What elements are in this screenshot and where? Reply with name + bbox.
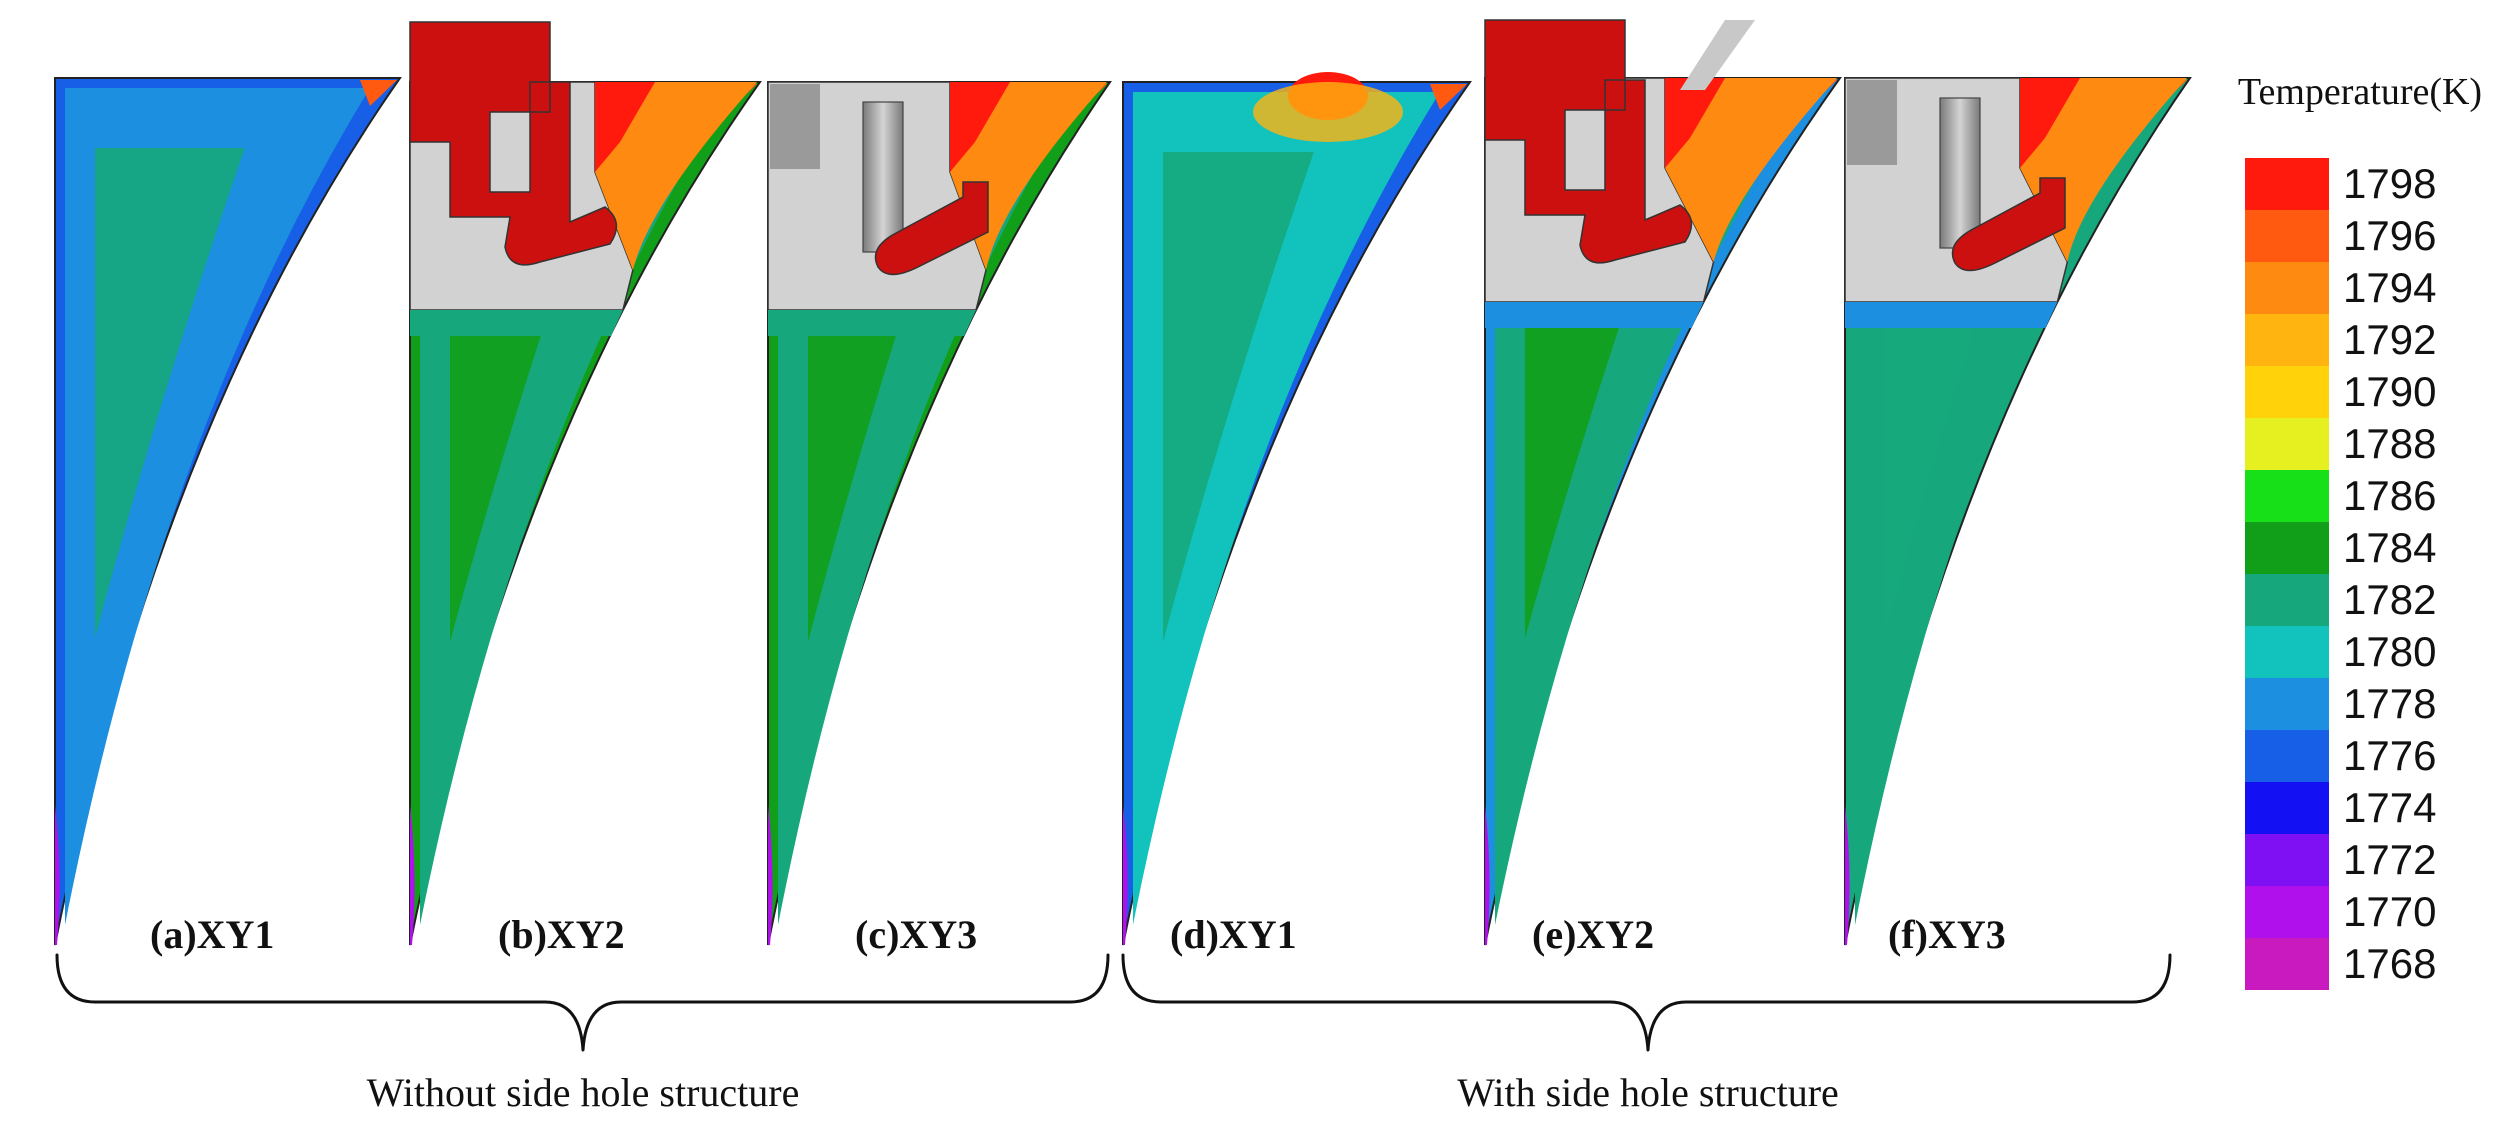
transition-band	[768, 310, 977, 336]
colorbar-tick-label: 1776	[2343, 732, 2436, 779]
cold-streak	[410, 805, 415, 945]
colorbar-swatch-1768	[2245, 938, 2329, 990]
colorbar-swatch-1770	[2245, 886, 2329, 938]
colorbar-swatch-1794	[2245, 262, 2329, 314]
colorbar: 1798 1796 1794 1792 1790 1788 1786 1784 1782 1780…	[2245, 158, 2436, 990]
wedge-core	[1163, 152, 1314, 642]
transition-band	[1485, 302, 1704, 328]
group-label-with-side-hole: With side hole structure	[1457, 1070, 1839, 1115]
colorbar-title: Temperature(K)	[2238, 71, 2482, 113]
transition-band	[1845, 302, 2058, 328]
colorbar-swatch-1772	[2245, 834, 2329, 886]
hot-zone	[595, 82, 757, 270]
colorbar-tick-label: 1798	[2343, 160, 2436, 207]
cold-streak	[1123, 805, 1128, 945]
colorbar-swatch-1792	[2245, 314, 2329, 366]
side-hole-warm-zone	[1253, 82, 1403, 142]
panel-label-c: (c)XY3	[855, 912, 977, 957]
stopper	[874, 181, 989, 276]
colorbar-tick-label: 1796	[2343, 212, 2436, 259]
panel-f	[1844, 77, 2192, 946]
panel-e	[1484, 19, 1842, 946]
colorbar-tick-label: 1786	[2343, 472, 2436, 519]
rod	[862, 101, 904, 253]
wedge-core	[95, 148, 245, 638]
cold-streak	[1845, 805, 1850, 945]
colorbar-tick-label: 1774	[2343, 784, 2436, 831]
rod	[1939, 97, 1981, 249]
colorbar-tick-label: 1794	[2343, 264, 2436, 311]
colorbar-swatch-1786	[2245, 470, 2329, 522]
colorbar-swatch-1790	[2245, 366, 2329, 418]
group-label-without-side-hole: Without side hole structure	[367, 1070, 800, 1115]
colorbar-tick-label: 1770	[2343, 888, 2436, 935]
colorbar-swatch-1782	[2245, 574, 2329, 626]
shadow-block	[1847, 80, 1897, 165]
hot-zone-core	[595, 82, 655, 172]
hot-zone-core	[1665, 78, 1725, 168]
hot-zone-core	[950, 82, 1010, 172]
panel-label-d: (d)XY1	[1170, 912, 1297, 957]
colorbar-tick-label: 1780	[2343, 628, 2436, 675]
nozzle	[1484, 19, 1693, 264]
colorbar-swatch-1776	[2245, 730, 2329, 782]
brace-without-side-hole	[55, 953, 1110, 1052]
colorbar-tick-label: 1768	[2343, 940, 2436, 987]
colorbar-swatch-1796	[2245, 210, 2329, 262]
cold-streak	[55, 805, 60, 945]
panel-d	[1122, 72, 1472, 946]
wedge-tip	[1430, 84, 1467, 110]
colorbar-swatch-1788	[2245, 418, 2329, 470]
hot-zone	[950, 82, 1107, 270]
hot-zone-core	[2020, 78, 2080, 168]
wedge-tip	[360, 80, 397, 106]
colorbar-tick-label: 1778	[2343, 680, 2436, 727]
nozzle	[409, 21, 618, 266]
cold-streak	[1485, 805, 1490, 945]
side-pipe	[1680, 20, 1755, 90]
colorbar-swatch-1774	[2245, 782, 2329, 834]
colorbar-swatch-1780	[2245, 626, 2329, 678]
panel-a	[54, 77, 402, 946]
panel-label-a: (a)XY1	[150, 912, 274, 957]
colorbar-tick-label: 1782	[2343, 576, 2436, 623]
stopper	[1951, 177, 2066, 272]
colorbar-swatch-1798	[2245, 158, 2329, 210]
panel-label-e: (e)XY2	[1532, 912, 1654, 957]
colorbar-tick-label: 1790	[2343, 368, 2436, 415]
hot-zone	[1665, 78, 1837, 262]
panel-c	[767, 81, 1112, 946]
colorbar-swatch-1784	[2245, 522, 2329, 574]
panel-b	[409, 21, 762, 946]
shadow-block	[770, 84, 820, 169]
brace-with-side-hole	[1121, 953, 2172, 1052]
transition-band	[410, 310, 623, 336]
panels	[54, 19, 2192, 946]
cold-streak	[768, 805, 773, 945]
colorbar-tick-label: 1792	[2343, 316, 2436, 363]
colorbar-tick-label: 1788	[2343, 420, 2436, 467]
colorbar-tick-label: 1784	[2343, 524, 2436, 571]
colorbar-swatch-1778	[2245, 678, 2329, 730]
panel-label-f: (f)XY3	[1888, 912, 2006, 957]
panel-label-b: (b)XY2	[498, 912, 625, 957]
colorbar-tick-label: 1772	[2343, 836, 2436, 883]
